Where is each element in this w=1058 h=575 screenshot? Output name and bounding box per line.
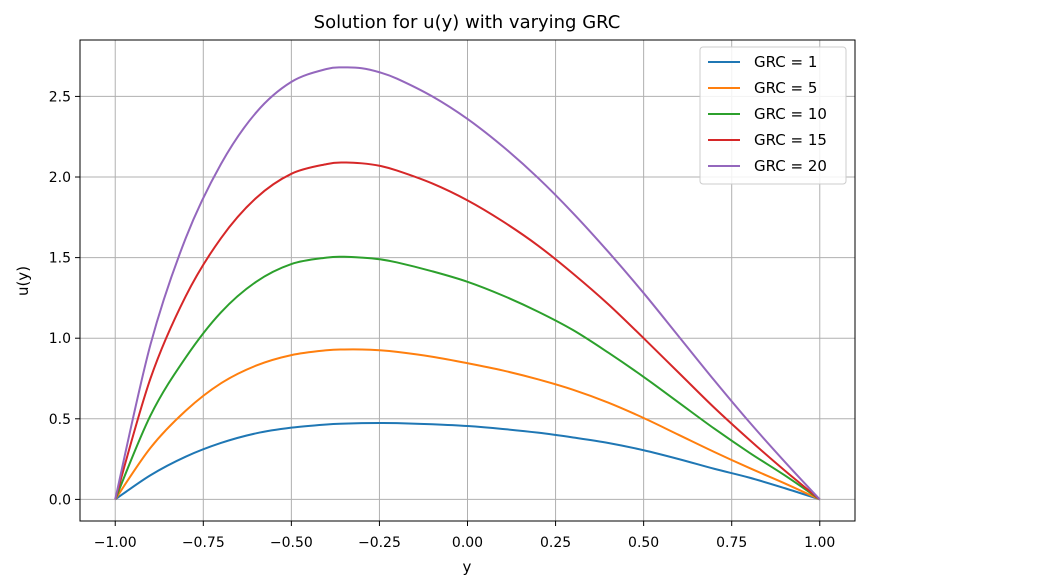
y-tick-label: 2.5 xyxy=(49,89,71,105)
series-line-5 xyxy=(114,66,821,501)
y-tick-label: 1.0 xyxy=(49,331,71,347)
legend-items: GRC = 1 GRC = 5 GRC = 10 GRC = 15 GRC = 20 xyxy=(708,53,827,175)
series-line-2 xyxy=(114,348,821,501)
x-tick-label: 0.50 xyxy=(628,535,659,551)
legend-box xyxy=(699,46,847,185)
y-tick-label: 1.5 xyxy=(49,251,71,267)
legend-label-3: GRC = 10 xyxy=(754,105,827,123)
x-tick-label: 1.00 xyxy=(804,535,835,551)
x-tick-label: −0.50 xyxy=(270,535,313,551)
series-line-1 xyxy=(114,421,821,501)
y-axis-label: u(y) xyxy=(14,266,32,296)
x-axis-label: y xyxy=(463,558,472,575)
chart-title: Solution for u(y) with varying GRC xyxy=(314,12,621,33)
x-tick-label: −1.00 xyxy=(94,535,137,551)
y-tick-label: 2.0 xyxy=(49,170,71,186)
x-tick-label: 0.75 xyxy=(716,535,747,551)
y-tick-label: 0.0 xyxy=(49,492,71,508)
legend-label-2: GRC = 5 xyxy=(754,79,817,97)
x-tick-label: 0.00 xyxy=(452,535,483,551)
legend: GRC = 1 GRC = 5 GRC = 10 GRC = 15 GRC = 20 xyxy=(699,46,847,185)
series-line-4 xyxy=(114,161,821,501)
x-tick-label: −0.75 xyxy=(182,535,225,551)
x-tick-label: −0.25 xyxy=(358,535,401,551)
legend-label-1: GRC = 1 xyxy=(754,53,817,71)
x-tick-label: 0.25 xyxy=(540,535,571,551)
series-line-3 xyxy=(114,255,821,501)
y-axis-ticks: 0.0 0.5 1.0 1.5 2.0 2.5 xyxy=(49,89,80,508)
series-lines xyxy=(114,66,821,501)
x-axis-ticks: −1.00 −0.75 −0.50 −0.25 0.00 0.25 0.50 0.75 1.00 xyxy=(94,521,835,551)
legend-label-5: GRC = 20 xyxy=(754,157,827,175)
y-tick-label: 0.5 xyxy=(49,412,71,428)
legend-label-4: GRC = 15 xyxy=(754,131,827,149)
